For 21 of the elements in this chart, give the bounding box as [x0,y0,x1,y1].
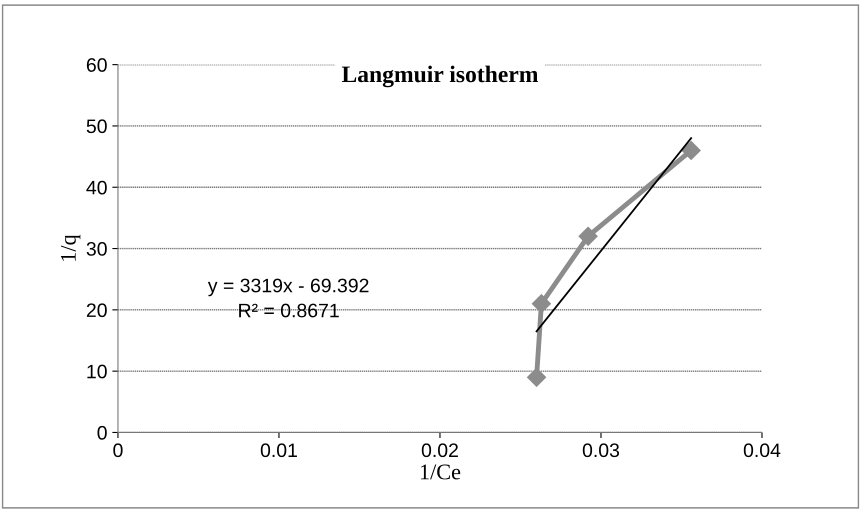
point [578,226,598,246]
point [682,140,701,160]
x-tick-label: 0.03 [582,443,620,458]
y-tick-label: 60 [86,58,107,72]
y-tick-label: 30 [86,242,107,256]
x-tick-label: 0.02 [422,443,458,458]
y-tick-label: 40 [86,180,107,194]
chart-title: Langmuir isotherm [342,66,538,88]
y-tick-label: 20 [86,303,107,318]
y-tick-label: 0 [97,426,107,440]
y-axis-title: 1/q [60,234,80,261]
x-axis-title: 1/Ce [420,464,460,480]
y-tick-label: 50 [86,119,107,134]
annotation: y = 3319x - 69.392 [208,278,368,296]
x-tick-label: 0.01 [260,443,297,458]
point [527,368,546,387]
point [532,294,551,314]
x-tick-label: 0.04 [744,443,780,458]
y-tick-label: 10 [87,364,107,378]
annotation: R² = 0.8671 [239,304,339,318]
x-tick-label: 0 [113,443,123,458]
